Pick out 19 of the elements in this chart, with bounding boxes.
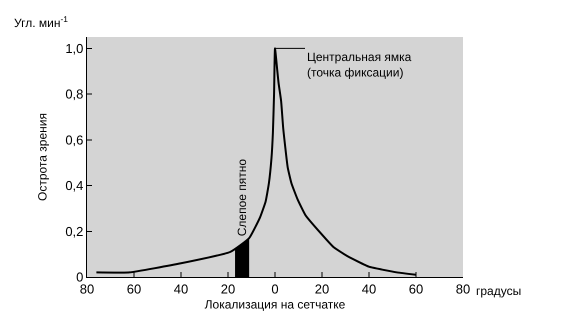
y-tick-label: 0,8 (65, 86, 84, 102)
text: градусы (476, 284, 522, 298)
y-tick-label: 0,4 (65, 178, 84, 194)
x-tick-label: 40 (362, 282, 376, 297)
x-tick-label: 60 (408, 282, 424, 297)
x-tick-label: 0 (271, 282, 279, 297)
x-tick-label: 40 (174, 282, 188, 297)
x-tick-label: 20 (220, 282, 236, 297)
x-tick-label: 80 (456, 282, 470, 297)
x-axis-title: Локализация на сетчатке (204, 298, 346, 312)
y-tick-label: 1,0 (65, 40, 84, 56)
band-label: Слепое пятно (234, 158, 249, 236)
x-tick-label: 60 (126, 282, 142, 297)
annotation: Центральная ямка (точка фиксации) (307, 50, 412, 80)
x-tick-label: 20 (314, 282, 330, 297)
y-tick-label: 0,2 (65, 224, 84, 239)
y-axis-title: Острота зрения (36, 113, 50, 201)
y-tick-label: 0,6 (65, 132, 84, 148)
text: Угл. мин$^{-1}$ (14, 14, 68, 30)
